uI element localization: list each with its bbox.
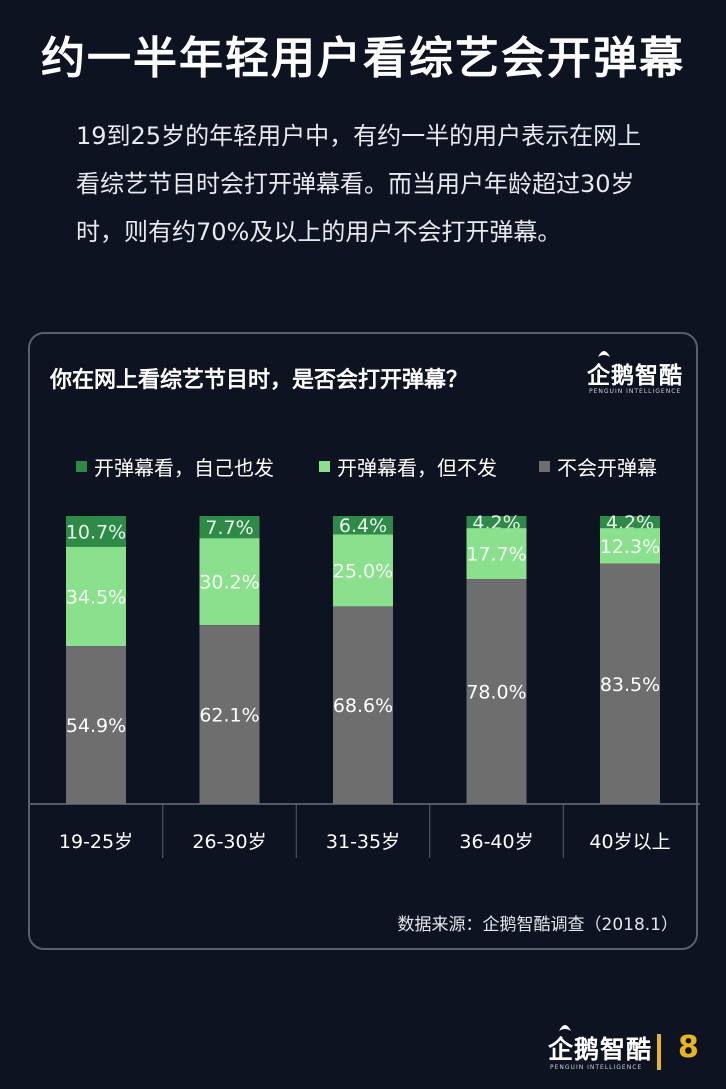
bar-segment-send [66,516,126,547]
legend-label-watch: 开弹幕看，但不发 [337,456,497,480]
data-label-off: 83.5% [600,674,660,696]
footer-brand-name: 企鹅智酷 [548,1035,653,1064]
x-tick-label: 40岁以上 [589,831,670,853]
data-label-watch: 25.0% [333,560,393,582]
bar-segment-off [199,625,260,804]
data-label-off: 68.6% [333,695,393,717]
footer-divider [657,1034,661,1070]
legend-swatch-off [539,461,550,472]
x-tick-label: 31-35岁 [326,831,400,853]
data-label-send: 7.7% [205,517,253,539]
legend-swatch-post [76,461,87,472]
chart-panel: 你在网上看综艺节目时，是否会打开弹幕？ 企鹅智酷 PENGUIN INTELLI… [28,332,700,950]
bar-segment-watch [600,528,660,564]
legend-item-off: 不会开弹幕 [539,452,657,481]
bar-segment-watch [466,528,527,580]
x-tick-label: 36-40岁 [459,831,533,853]
bar-segment-send [199,516,260,539]
brand-subtitle: PENGUIN INTELLIGENCE [589,388,682,395]
bar-segment-off [600,563,660,804]
footer-brand-subtitle: PENGUIN INTELLIGENCE [550,1064,643,1071]
data-label-off: 62.1% [199,705,259,727]
stacked-bar-chart: 10.7% 34.5% 54.9% 19-25岁 7.7% 30.2% 62.1% 26-30… [30,512,700,858]
data-label-off: 78.0% [466,681,526,703]
page-number: 8 [678,1030,699,1065]
data-label-send: 6.4% [339,515,387,537]
data-label-watch: 30.2% [199,572,259,594]
brand-name: 企鹅智酷 [587,363,683,389]
chart-legend: 开弹幕看，自己也发 开弹幕看，但不发 不会开弹幕 [30,452,700,482]
x-tick-label: 19-25岁 [59,831,133,853]
legend-label-post: 开弹幕看，自己也发 [94,456,274,480]
bar-segment-send [600,516,660,529]
data-label-watch: 12.3% [600,536,660,558]
bar-segment-watch [333,534,393,607]
x-tick-label: 26-30岁 [192,831,266,853]
data-label-send: 10.7% [66,521,126,543]
bar-segment-watch [199,538,260,626]
data-label-watch: 17.7% [466,544,526,566]
bar-segment-off [333,606,393,804]
legend-item-watch: 开弹幕看，但不发 [319,452,497,481]
intro-text: 19到25岁的年轻用户中，有约一半的用户表示在网上看综艺节目时会打开弹幕看。而当… [76,122,642,246]
bar-segment-off [466,579,527,804]
brand-logo: 企鹅智酷 PENGUIN INTELLIGENCE [587,351,687,400]
bar-segment-watch [66,546,126,647]
footer-penguin-icon [559,1025,571,1031]
bar-segment-send [466,516,527,529]
data-label-watch: 34.5% [66,586,126,608]
data-label-off: 54.9% [66,715,126,737]
penguin-icon [598,351,610,357]
page-title: 约一半年轻用户看综艺会开弹幕 [41,33,685,84]
chart-title: 你在网上看综艺节目时，是否会打开弹幕？ [50,368,469,393]
bar-segment-off [66,646,126,805]
bar-segment-send [333,516,393,535]
data-source: 数据来源：企鹅智酷调查（2018.1） [397,915,678,935]
legend-label-off: 不会开弹幕 [557,456,657,480]
legend-swatch-watch [319,461,330,472]
legend-item-post: 开弹幕看，自己也发 [76,452,274,481]
footer-brand-logo: 企鹅智酷 PENGUIN INTELLIGENCE [548,1025,653,1078]
